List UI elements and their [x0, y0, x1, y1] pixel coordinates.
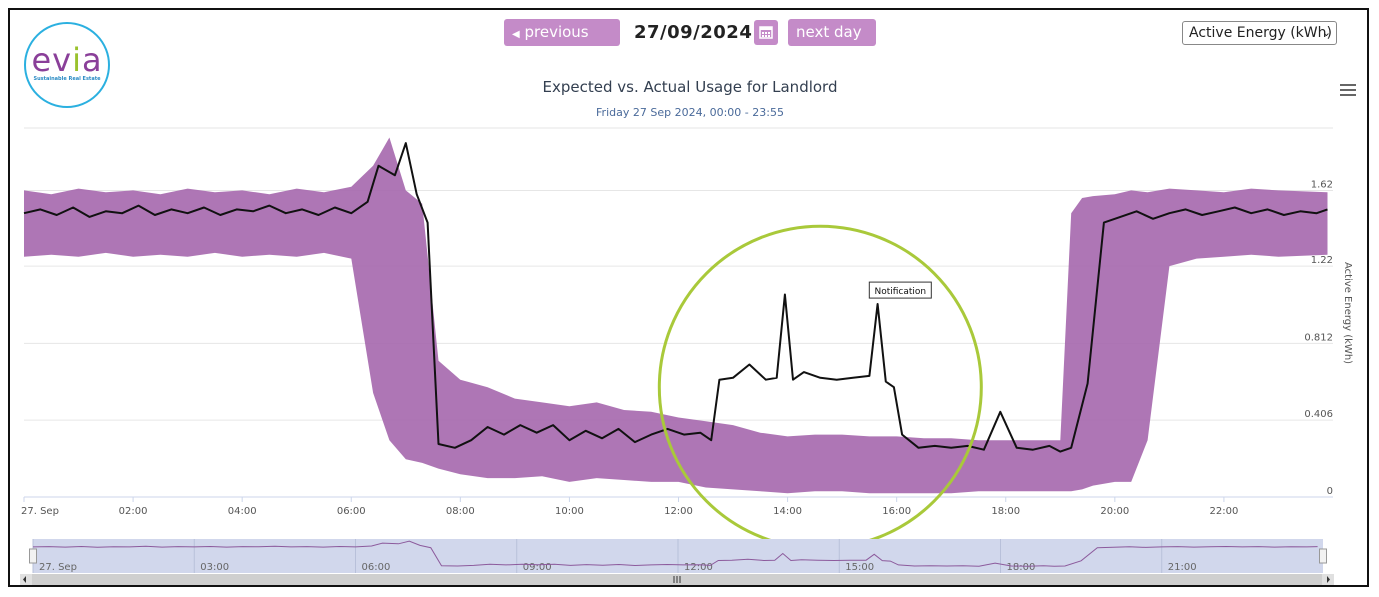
next-day-label: next day	[796, 23, 862, 41]
navigator-label: 21:00	[1168, 562, 1197, 573]
chart-subtitle: Friday 27 Sep 2024, 00:00 - 23:55	[596, 106, 784, 119]
navigator-label: 12:00	[684, 562, 713, 573]
previous-day-label: previous day	[512, 23, 589, 70]
navigator-handle-left	[29, 548, 37, 564]
navigator-label: 27. Sep	[39, 562, 77, 573]
chart-title: Expected vs. Actual Usage for Landlord	[543, 78, 838, 96]
x-tick-label: 22:00	[1210, 506, 1239, 517]
metric-select[interactable]: Active Energy (kWh) ⌄	[1182, 21, 1337, 45]
metric-select-value: Active Energy (kWh)	[1189, 25, 1332, 41]
navigator-handle-right	[1319, 548, 1327, 564]
x-tick-label: 08:00	[446, 506, 475, 517]
x-tick-label: 14:00	[773, 506, 802, 517]
next-day-button[interactable]: next day ▶	[788, 19, 876, 67]
y-tick-label: 0.406	[1304, 409, 1333, 420]
navigator-label: 03:00	[200, 562, 229, 573]
expected-range-area	[24, 137, 1328, 494]
y-tick-label: 1.62	[1311, 179, 1333, 190]
x-tick-label: 04:00	[228, 506, 257, 517]
navigator-label: 06:00	[362, 562, 391, 573]
scroll-left-arrow-icon	[23, 576, 26, 583]
navigator-label: 09:00	[523, 562, 552, 573]
x-tick-label: 20:00	[1100, 506, 1129, 517]
y-tick-label: 1.22	[1311, 255, 1333, 266]
x-tick-label: 02:00	[119, 506, 148, 517]
notification-label: Notification	[874, 287, 926, 297]
previous-day-button[interactable]: ◀ previous day	[504, 19, 620, 70]
notification-box	[868, 281, 932, 299]
scroll-right-arrow-icon	[1327, 576, 1330, 583]
logo-brand-part-a: ev	[31, 41, 73, 79]
x-tick-label: 27. Sep	[21, 506, 59, 517]
x-tick-label: 06:00	[337, 506, 366, 517]
actual-usage-line	[23, 142, 1328, 453]
x-tick-label: 16:00	[882, 506, 911, 517]
calendar-icon	[759, 26, 773, 39]
caret-right-icon: ▶	[796, 56, 804, 67]
y-axis-title: Active Energy (kWh)	[1342, 262, 1353, 364]
logo-tagline: Sustainable Real Estate	[33, 76, 101, 82]
logo-brand-part-c: a	[81, 41, 103, 79]
logo-brand: evia	[26, 41, 108, 79]
navigator-label: 15:00	[845, 562, 874, 573]
logo-brand-part-b: i	[72, 41, 82, 79]
x-tick-label: 12:00	[664, 506, 693, 517]
y-tick-label: 0.812	[1304, 332, 1333, 343]
current-date: 27/09/2024	[634, 22, 753, 43]
calendar-button[interactable]	[754, 20, 778, 45]
x-tick-label: 18:00	[991, 506, 1020, 517]
y-tick-label: 0	[1327, 486, 1333, 497]
evia-logo: evia Sustainable Real Estate	[24, 22, 110, 108]
scrollbar-grip-icon	[673, 576, 681, 583]
caret-left-icon: ◀	[512, 29, 520, 40]
navigator-series-line	[32, 540, 1318, 567]
x-tick-label: 10:00	[555, 506, 584, 517]
navigator-label: 18:00	[1007, 562, 1036, 573]
highlight-circle	[657, 224, 983, 550]
hamburger-menu-icon[interactable]	[1340, 84, 1356, 98]
chevron-down-icon: ⌄	[1321, 26, 1331, 39]
